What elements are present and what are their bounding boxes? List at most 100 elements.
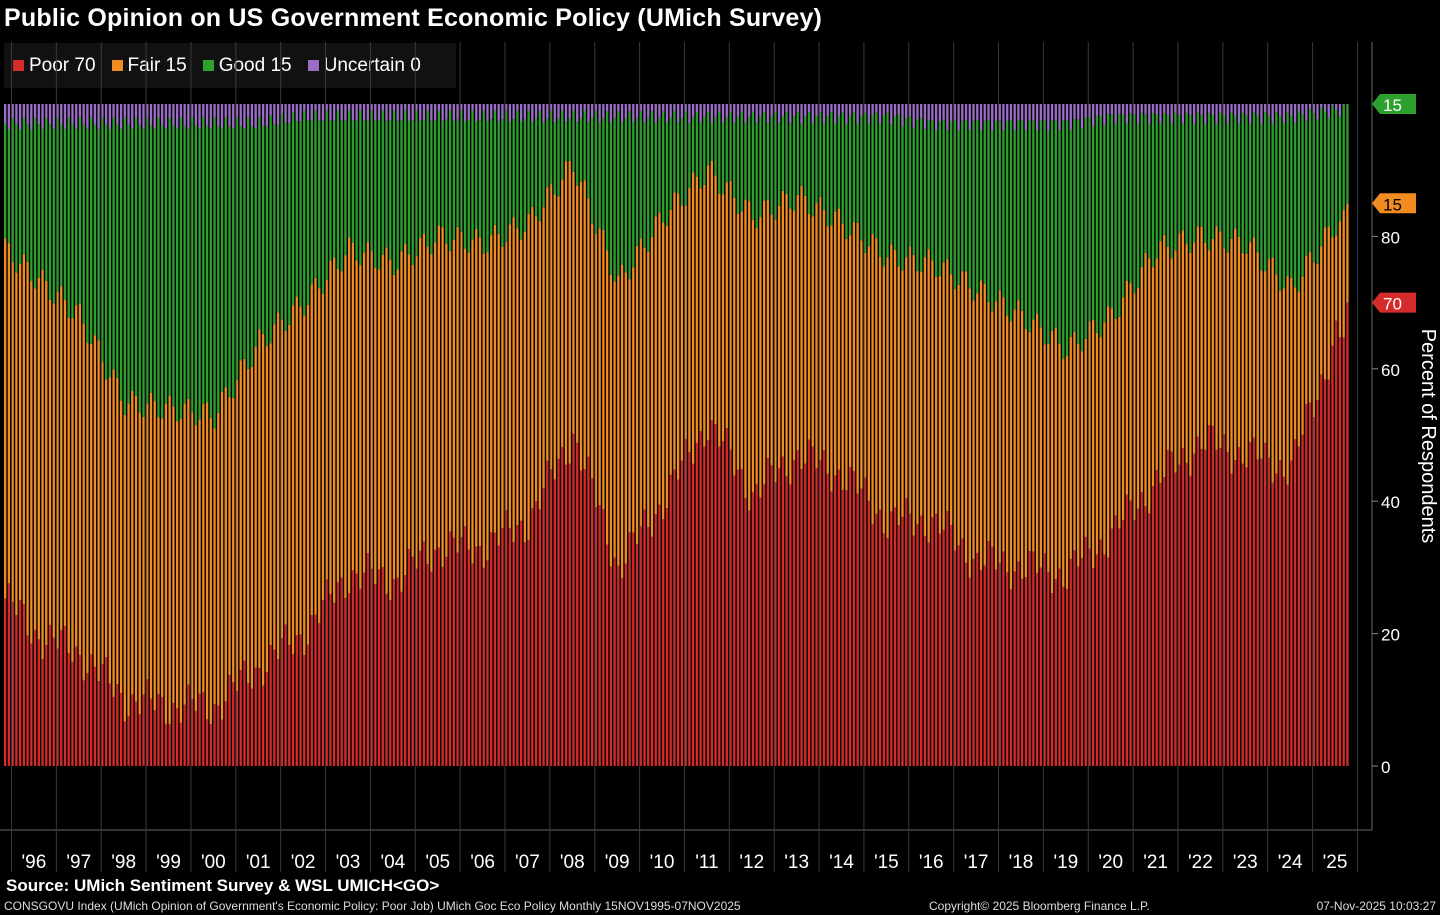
bar-good: [1342, 105, 1345, 211]
bar-good: [1286, 112, 1289, 277]
bar-poor: [527, 540, 530, 766]
bar-uncertain: [161, 104, 164, 126]
bar-poor: [1103, 554, 1106, 766]
bar-poor: [650, 536, 654, 766]
bar-good: [198, 128, 201, 420]
bar-fair: [153, 401, 156, 711]
bar-poor: [635, 544, 639, 766]
bar-uncertain: [519, 104, 523, 122]
bar-uncertain: [1331, 104, 1334, 106]
bar-fair: [310, 284, 313, 616]
bar-fair: [792, 210, 796, 460]
bar-good: [1211, 115, 1214, 240]
bar-poor: [1181, 448, 1185, 766]
bar-fair: [531, 206, 534, 509]
bar-good: [273, 124, 276, 325]
bar-fair: [557, 196, 560, 459]
bar-fair: [82, 323, 85, 681]
bar-fair: [228, 396, 231, 675]
bar-uncertain: [650, 104, 654, 112]
bar-fair: [220, 391, 224, 720]
bar-uncertain: [774, 104, 777, 112]
bar-uncertain: [777, 104, 781, 124]
bar-good: [1260, 123, 1263, 271]
bar-fair: [819, 196, 822, 460]
bar-uncertain: [923, 104, 927, 130]
bar-good: [1092, 126, 1095, 320]
bar-good: [217, 125, 220, 413]
bar-poor: [1290, 460, 1293, 766]
bar-uncertain: [11, 104, 14, 119]
bar-fair: [1110, 308, 1114, 529]
bar-uncertain: [430, 104, 433, 122]
bar-poor: [433, 550, 437, 766]
bar-good: [475, 121, 478, 229]
bar-fair: [1017, 300, 1020, 562]
bar-uncertain: [856, 104, 859, 124]
bar-fair: [964, 271, 968, 563]
bar-poor: [1129, 500, 1132, 766]
bar-poor: [830, 491, 833, 766]
bar-uncertain: [325, 104, 328, 111]
bar-poor: [591, 478, 594, 766]
bar-poor: [1297, 446, 1300, 766]
bar-good: [127, 125, 130, 404]
bar-good: [931, 119, 934, 261]
bar-fair: [972, 300, 975, 559]
bar-good: [119, 128, 123, 401]
bar-fair: [546, 187, 549, 461]
bar-good: [228, 126, 231, 397]
bar-poor: [340, 577, 343, 766]
bar-uncertain: [815, 104, 818, 117]
bar-uncertain: [86, 104, 89, 130]
bar-good: [116, 124, 119, 378]
bar-uncertain: [1166, 104, 1170, 115]
bar-uncertain: [609, 104, 613, 123]
bar-uncertain: [620, 104, 624, 123]
bar-poor: [1088, 548, 1091, 766]
legend-item-good: Good 15: [202, 55, 292, 77]
bar-good: [710, 123, 713, 161]
bar-poor: [538, 509, 541, 766]
bar-good: [1196, 112, 1200, 227]
bar-good: [224, 117, 227, 388]
bar-uncertain: [1271, 104, 1274, 124]
bar-uncertain: [890, 104, 893, 125]
bar-poor: [374, 584, 377, 766]
bar-fair: [512, 217, 515, 543]
bar-good: [33, 117, 37, 289]
bar-uncertain: [407, 104, 411, 122]
bar-poor: [396, 577, 399, 766]
bar-good: [561, 110, 564, 180]
bar-good: [329, 120, 332, 261]
bar-poor: [30, 643, 33, 766]
bar-good: [538, 110, 541, 222]
bar-uncertain: [75, 104, 78, 130]
bar-poor: [475, 546, 478, 766]
bar-uncertain: [579, 104, 583, 119]
bar-good: [804, 116, 807, 196]
bar-fair: [613, 281, 616, 558]
bar-good: [1020, 120, 1024, 311]
bar-poor: [198, 693, 201, 766]
bar-poor: [18, 600, 22, 766]
bar-good: [97, 129, 100, 341]
bar-poor: [628, 532, 631, 766]
bar-poor: [419, 550, 422, 766]
bar-good: [815, 116, 818, 204]
bar-uncertain: [385, 104, 388, 121]
bar-uncertain: [1013, 104, 1016, 131]
bar-uncertain: [987, 104, 990, 121]
bar-fair: [1133, 293, 1136, 521]
bar-good: [448, 110, 452, 252]
bar-uncertain: [800, 104, 803, 124]
bar-poor: [381, 567, 384, 766]
bar-uncertain: [972, 104, 975, 122]
bar-poor: [531, 508, 534, 766]
bar-fair: [146, 403, 149, 680]
bar-uncertain: [1136, 104, 1140, 124]
bar-uncertain: [1323, 104, 1327, 112]
bar-uncertain: [37, 104, 40, 125]
bar-poor: [1222, 434, 1226, 766]
bar-fair: [1092, 319, 1095, 569]
